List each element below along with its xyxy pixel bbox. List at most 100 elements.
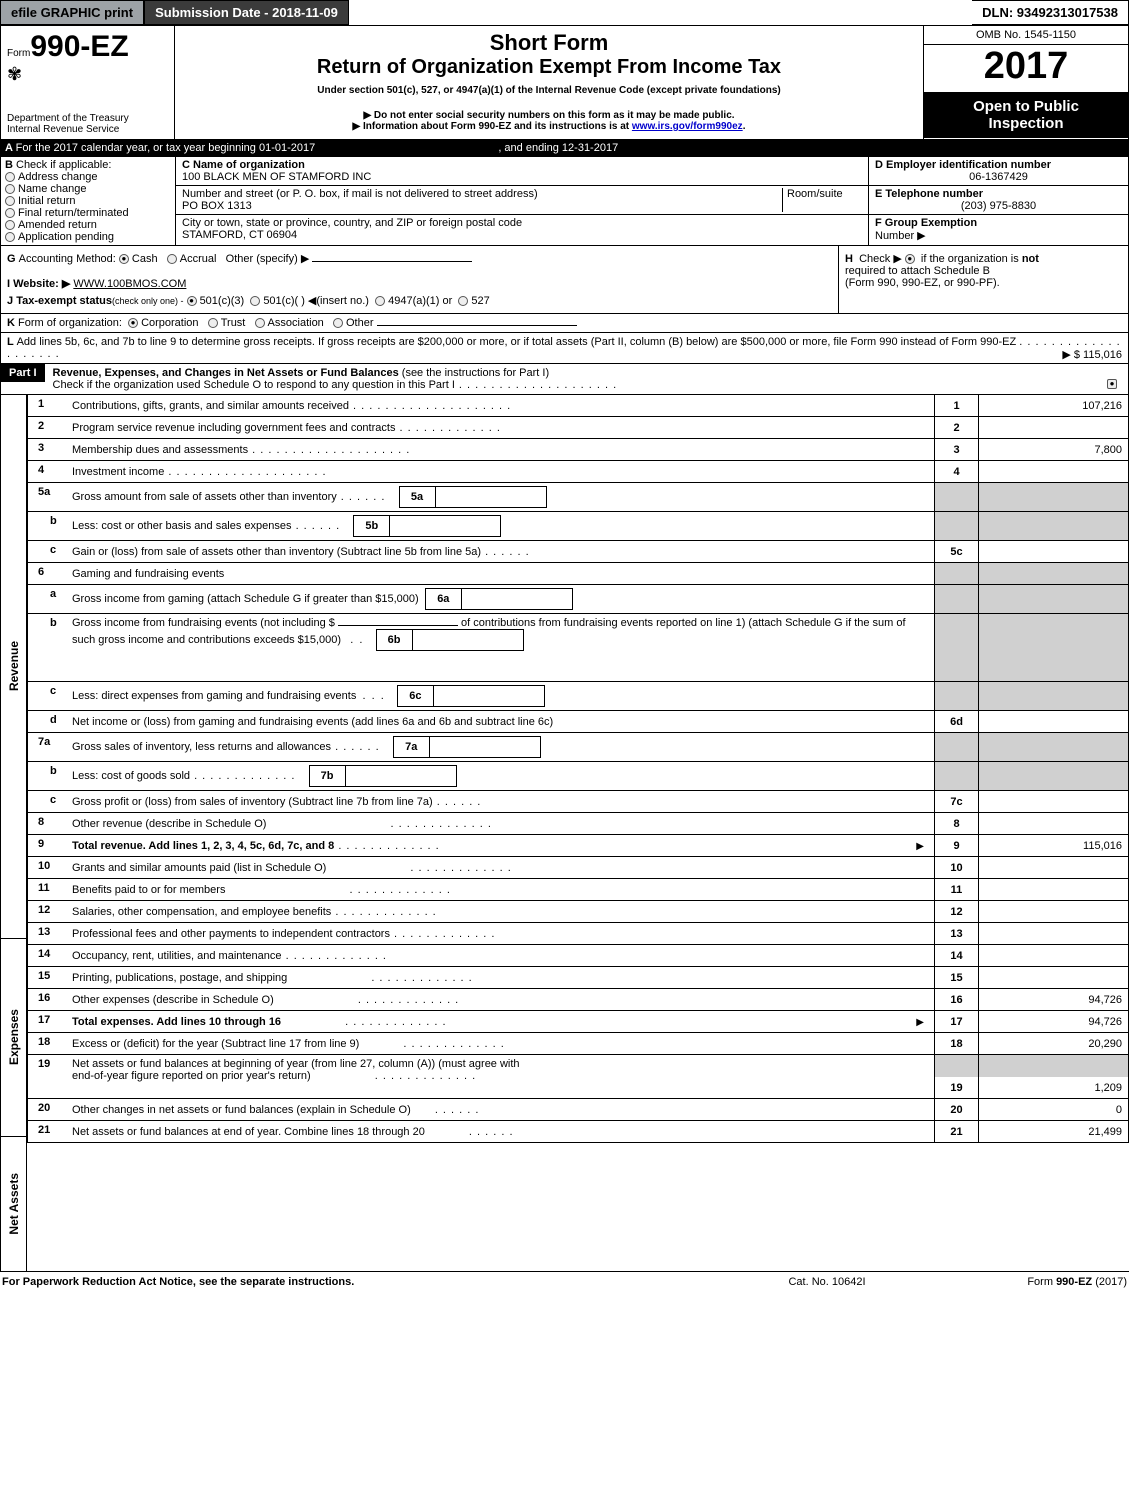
l6d-box: 6d <box>934 711 978 732</box>
dept-treasury: Department of the Treasury <box>7 113 168 124</box>
chk-accrual[interactable] <box>167 254 177 264</box>
l18-val: 20,290 <box>978 1033 1128 1054</box>
chk-corp[interactable] <box>128 318 138 328</box>
chk-501c[interactable] <box>250 296 260 306</box>
chk-initial-return[interactable] <box>5 196 15 206</box>
l15-box: 15 <box>934 967 978 988</box>
l11-val <box>978 879 1128 900</box>
line-a-text-a: For the 2017 calendar year, or tax year … <box>16 142 316 154</box>
line-3: 3 Membership dues and assessments 3 7,80… <box>27 439 1129 461</box>
l20-val: 0 <box>978 1099 1128 1120</box>
phone-value: (203) 975-8830 <box>875 200 1122 212</box>
irs-link[interactable]: www.irs.gov/form990ez <box>632 121 743 132</box>
chk-amended[interactable] <box>5 220 15 230</box>
part1-paren: (see the instructions for Part I) <box>402 367 549 379</box>
l7c-box: 7c <box>934 791 978 812</box>
chk-4947[interactable] <box>375 296 385 306</box>
chk-address-change[interactable] <box>5 172 15 182</box>
chk-h[interactable] <box>905 254 915 264</box>
l5b-desc: Less: cost or other basis and sales expe… <box>72 520 292 532</box>
dln-label: DLN: 93492313017538 <box>972 0 1129 25</box>
chk-name-change[interactable] <box>5 184 15 194</box>
section-revenue: Revenue <box>7 635 21 697</box>
h-line3: (Form 990, 990-EZ, or 990-PF). <box>845 277 1000 289</box>
footer-catno: Cat. No. 10642I <box>727 1276 927 1288</box>
l15-val <box>978 967 1128 988</box>
l7b-desc: Less: cost of goods sold <box>72 770 190 782</box>
l6d-desc: Net income or (loss) from gaming and fun… <box>72 716 553 728</box>
line-7b: b Less: cost of goods sold 7b <box>27 762 1129 791</box>
line-2: 2 Program service revenue including gove… <box>27 417 1129 439</box>
opt-501c: 501(c)( ) ◀(insert no.) <box>263 295 369 307</box>
submission-date-button[interactable]: Submission Date - 2018-11-09 <box>144 0 349 25</box>
line-8: 8 Other revenue (describe in Schedule O)… <box>27 813 1129 835</box>
l5c-desc: Gain or (loss) from sale of assets other… <box>72 546 481 558</box>
line-10: 10 Grants and similar amounts paid (list… <box>27 857 1129 879</box>
l-amount: ▶ $ 115,016 <box>1062 348 1122 361</box>
l6-desc: Gaming and fundraising events <box>72 568 224 580</box>
l12-val <box>978 901 1128 922</box>
line-11: 11 Benefits paid to or for members 11 <box>27 879 1129 901</box>
opt-assoc: Association <box>268 317 324 329</box>
l3-box: 3 <box>934 439 978 460</box>
l15-desc: Printing, publications, postage, and shi… <box>72 972 287 984</box>
l7c-desc: Gross profit or (loss) from sales of inv… <box>72 796 433 808</box>
l19-val: 1,209 <box>978 1077 1128 1098</box>
line-20: 20 Other changes in net assets or fund b… <box>27 1099 1129 1121</box>
l16-box: 16 <box>934 989 978 1010</box>
l9-box: 9 <box>934 835 978 856</box>
h-check-a: Check ▶ <box>859 253 902 265</box>
chk-trust[interactable] <box>208 318 218 328</box>
line-18: 18 Excess or (deficit) for the year (Sub… <box>27 1033 1129 1055</box>
d-label: D Employer identification number <box>875 159 1051 171</box>
l5a-desc: Gross amount from sale of assets other t… <box>72 491 337 503</box>
opt-initial-return: Initial return <box>18 195 75 207</box>
l10-desc: Grants and similar amounts paid (list in… <box>72 862 326 874</box>
l6c-ib: 6c <box>398 686 434 706</box>
l19-desc2: end-of-year figure reported on prior yea… <box>72 1070 311 1082</box>
line-14: 14 Occupancy, rent, utilities, and maint… <box>27 945 1129 967</box>
l16-val: 94,726 <box>978 989 1128 1010</box>
l5b-ib: 5b <box>354 516 390 536</box>
l18-box: 18 <box>934 1033 978 1054</box>
line-1: 1 Contributions, gifts, grants, and simi… <box>27 395 1129 417</box>
l2-box: 2 <box>934 417 978 438</box>
j-label: Tax-exempt status <box>16 295 112 307</box>
part1-title: Revenue, Expenses, and Changes in Net As… <box>53 367 399 379</box>
l20-box: 20 <box>934 1099 978 1120</box>
efile-print-button[interactable]: efile GRAPHIC print <box>0 0 144 25</box>
l10-val <box>978 857 1128 878</box>
opt-name-change: Name change <box>18 183 87 195</box>
f-label2: Number ▶ <box>875 230 926 242</box>
opt-address-change: Address change <box>18 171 98 183</box>
l1-val: 107,216 <box>978 395 1128 416</box>
form-prefix: Form <box>7 48 30 59</box>
l1-box: 1 <box>934 395 978 416</box>
l19-box: 19 <box>934 1077 978 1098</box>
chk-other[interactable] <box>333 318 343 328</box>
chk-final-return[interactable] <box>5 208 15 218</box>
l1-desc: Contributions, gifts, grants, and simila… <box>72 400 349 412</box>
org-city: STAMFORD, CT 06904 <box>182 229 862 241</box>
l8-val <box>978 813 1128 834</box>
l16-desc: Other expenses (describe in Schedule O) <box>72 994 274 1006</box>
opt-527: 527 <box>471 295 489 307</box>
short-form-title: Short Form <box>181 30 917 56</box>
l21-box: 21 <box>934 1121 978 1142</box>
line-16: 16 Other expenses (describe in Schedule … <box>27 989 1129 1011</box>
opt-final-return: Final return/terminated <box>18 207 129 219</box>
chk-501c3[interactable] <box>187 296 197 306</box>
line-7c: c Gross profit or (loss) from sales of i… <box>27 791 1129 813</box>
line-19: 19 Net assets or fund balances at beginn… <box>27 1055 1129 1099</box>
chk-assoc[interactable] <box>255 318 265 328</box>
opt-cash: Cash <box>132 253 158 265</box>
l4-box: 4 <box>934 461 978 482</box>
l21-desc: Net assets or fund balances at end of ye… <box>72 1126 425 1138</box>
chk-schedule-o[interactable] <box>1107 379 1117 389</box>
chk-527[interactable] <box>458 296 468 306</box>
l18-desc: Excess or (deficit) for the year (Subtra… <box>72 1038 359 1050</box>
chk-cash[interactable] <box>119 254 129 264</box>
line-9: 9 Total revenue. Add lines 1, 2, 3, 4, 5… <box>27 835 1129 857</box>
l2-val <box>978 417 1128 438</box>
chk-app-pending[interactable] <box>5 232 15 242</box>
